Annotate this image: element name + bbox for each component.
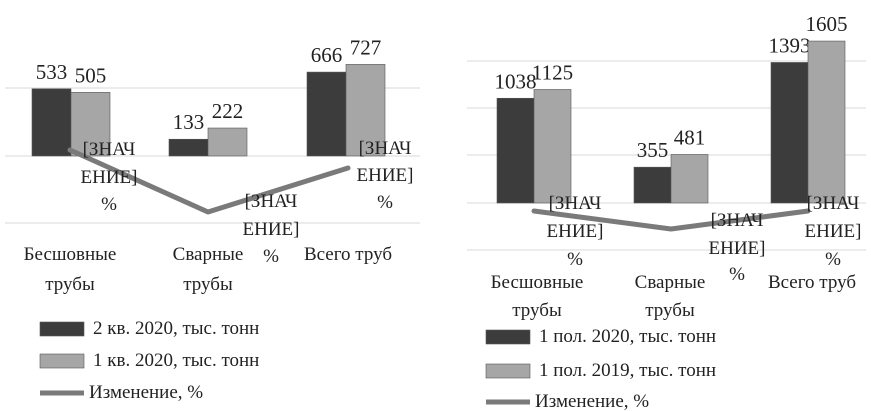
change-value-label: [ЗНАЧ: [359, 138, 412, 159]
legend-label: Изменение, %: [535, 391, 649, 411]
category-label: Всего труб: [304, 244, 392, 265]
bar-value-label: 533: [36, 60, 68, 84]
bar: [207, 127, 248, 157]
category-label: Бесшовные: [24, 244, 117, 265]
bar: [345, 64, 386, 157]
category-label: Сварные: [173, 244, 244, 265]
change-value-label: ЕНИЕ]: [243, 219, 300, 240]
legend-swatch: [39, 321, 85, 337]
change-value-label: [ЗНАЧ: [549, 193, 602, 214]
category-label: трубы: [645, 300, 695, 321]
bar-value-label: 1605: [806, 12, 848, 36]
legend-label: 1 кв. 2020, тыс. тонн: [93, 350, 259, 371]
change-value-label: %: [567, 249, 583, 270]
change-value-label: %: [263, 246, 279, 267]
bar-value-label: 133: [173, 110, 205, 134]
bar: [807, 40, 846, 204]
bar: [168, 138, 209, 157]
legend-label: 1 пол. 2019, тыс. тонн: [539, 360, 716, 381]
change-value-label: [ЗНАЧ: [83, 139, 136, 160]
legend-label: 1 пол. 2020, тыс. тонн: [539, 326, 716, 347]
change-value-label: ЕНИЕ]: [709, 238, 766, 259]
change-value-label: ЕНИЕ]: [81, 167, 138, 188]
change-value-label: %: [825, 249, 841, 270]
change-value-label: %: [101, 194, 117, 215]
bar: [633, 166, 672, 204]
change-value-label: %: [377, 192, 393, 213]
bar-value-label: 481: [674, 125, 706, 149]
bar: [306, 71, 347, 157]
legend-swatch: [39, 353, 85, 369]
change-value-label: [ЗНАЧ: [807, 193, 860, 214]
category-label: Бесшовные: [491, 272, 584, 293]
bar: [770, 62, 809, 204]
bar: [31, 88, 72, 157]
change-value-label: [ЗНАЧ: [711, 210, 764, 231]
category-label: Сварные: [635, 272, 706, 293]
bar: [533, 89, 572, 204]
bar-value-label: 666: [311, 43, 343, 67]
change-value-label: ЕНИЕ]: [357, 165, 414, 186]
bar-value-label: 1125: [532, 60, 573, 84]
bar-value-label: 505: [75, 63, 107, 87]
bar-value-label: 1393: [769, 33, 811, 57]
change-line: [531, 208, 811, 232]
category-label: трубы: [45, 274, 95, 295]
change-value-label: ЕНИЕ]: [805, 221, 862, 242]
bar: [70, 92, 111, 157]
legend-swatch: [485, 329, 531, 345]
legend-swatch: [485, 363, 531, 379]
category-label: трубы: [512, 300, 562, 321]
change-line: [67, 147, 351, 215]
category-label: трубы: [183, 274, 233, 295]
category-label: Всего труб: [768, 272, 856, 293]
bar: [670, 154, 709, 204]
legend-label: Изменение, %: [89, 382, 203, 403]
bar-value-label: 1038: [495, 69, 537, 93]
chart-quarterly-pipe-output: 533 505 133 222 666 727 [ЗНАЧ ЕНИЕ]% [ЗНАЧ ЕНИЕ]%…: [5, 35, 420, 403]
change-value-label: %: [729, 264, 745, 285]
bar-value-label: 727: [350, 35, 382, 59]
change-value-label: [ЗНАЧ: [245, 191, 298, 212]
bar-value-label: 222: [212, 99, 244, 123]
bar: [496, 97, 535, 204]
change-value-label: ЕНИЕ]: [547, 221, 604, 242]
legend-label: 2 кв. 2020, тыс. тонн: [93, 318, 259, 339]
bar-value-label: 355: [637, 138, 669, 162]
